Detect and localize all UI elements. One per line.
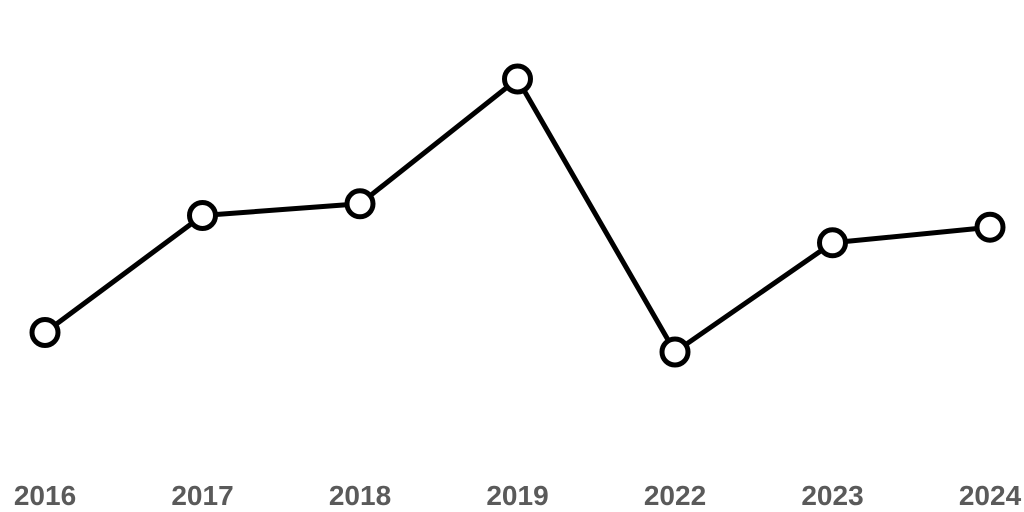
line-chart: 2016 2017 2018 2019 2022 2023 2024 <box>0 0 1024 511</box>
x-axis-label: 2024 <box>959 480 1021 512</box>
data-point <box>820 230 846 256</box>
x-axis-label: 2023 <box>801 480 863 512</box>
data-point <box>190 203 216 229</box>
data-point <box>347 191 373 217</box>
data-point <box>505 66 531 92</box>
x-axis-label: 2017 <box>171 480 233 512</box>
x-axis-label: 2018 <box>329 480 391 512</box>
data-point <box>662 339 688 365</box>
x-axis-label: 2016 <box>14 480 76 512</box>
data-point <box>977 214 1003 240</box>
x-axis-label: 2022 <box>644 480 706 512</box>
chart-svg <box>0 0 1024 511</box>
data-point <box>32 320 58 346</box>
x-axis-label: 2019 <box>486 480 548 512</box>
